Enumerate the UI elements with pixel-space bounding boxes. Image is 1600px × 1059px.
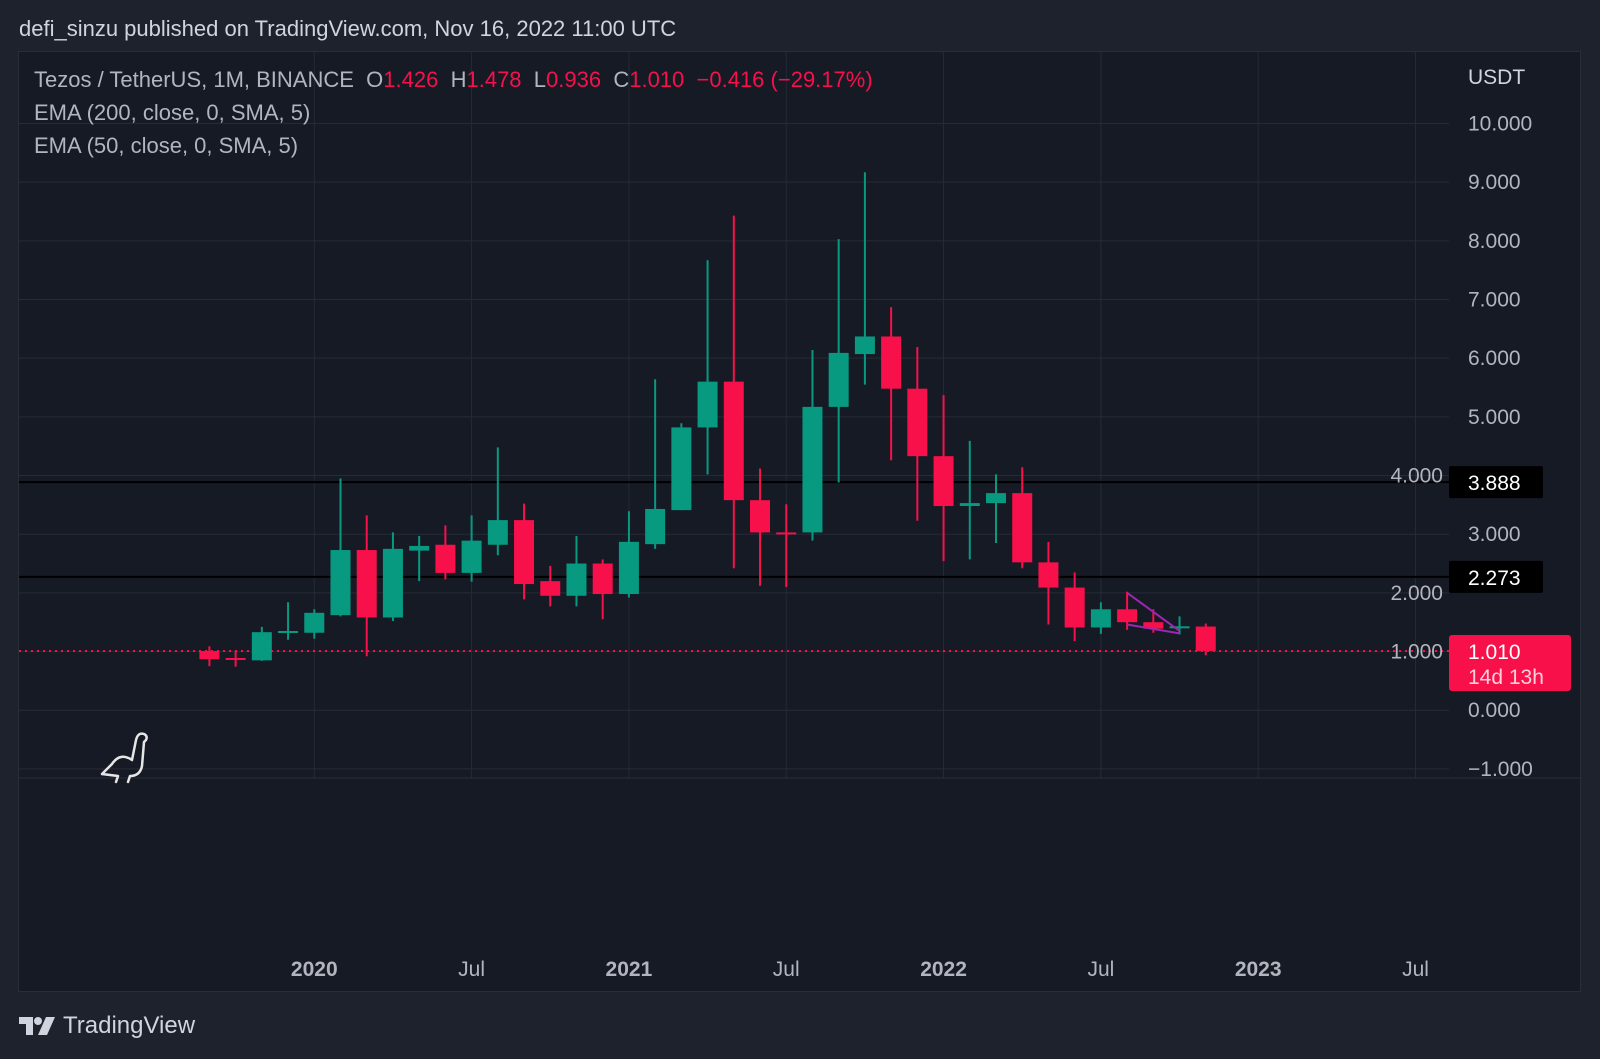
price-tick-label: 0.000 bbox=[1468, 699, 1521, 722]
high-value: 1.478 bbox=[466, 67, 522, 92]
symbol-legend[interactable]: Tezos / TetherUS, 1M, BINANCE O1.426 H1.… bbox=[34, 67, 873, 93]
candle-body bbox=[1169, 626, 1190, 629]
candle-body bbox=[435, 544, 456, 573]
candle-body bbox=[566, 563, 587, 596]
time-tick-label: 2020 bbox=[291, 958, 338, 981]
candle-body bbox=[199, 650, 220, 660]
last-price-label: 1.010 bbox=[1468, 641, 1521, 664]
dinosaur-icon bbox=[100, 732, 148, 784]
price-tick-label: 7.000 bbox=[1468, 289, 1521, 312]
candle-body bbox=[933, 456, 954, 507]
candle-body bbox=[278, 630, 299, 633]
ema-200-legend[interactable]: EMA (200, close, 0, SMA, 5) bbox=[34, 100, 311, 125]
candle-body bbox=[723, 381, 744, 501]
currency-label: USDT bbox=[1468, 66, 1525, 89]
candle-body bbox=[382, 548, 403, 618]
candle-body bbox=[1143, 622, 1164, 629]
candle-body bbox=[592, 563, 613, 595]
low-label: L bbox=[533, 67, 547, 92]
grid bbox=[19, 52, 1581, 779]
bar-countdown-label: 14d 13h bbox=[1468, 666, 1544, 689]
candle-body bbox=[409, 545, 430, 551]
candle-body bbox=[618, 541, 639, 595]
candle-body bbox=[1064, 587, 1085, 628]
trend-line bbox=[1126, 623, 1180, 635]
candle-body bbox=[645, 508, 666, 545]
tradingview-logo-icon bbox=[19, 1017, 55, 1035]
candle-body bbox=[881, 336, 902, 389]
candle-body bbox=[461, 540, 482, 573]
price-axis: USDT 10.000 9.000 8.000 7.000 6.000 5.000 4.000… bbox=[1390, 66, 1571, 781]
price-tick-label: −1.000 bbox=[1468, 758, 1533, 781]
candle-body bbox=[330, 550, 351, 616]
tradingview-brand: TradingView bbox=[63, 1012, 196, 1039]
chart-frame[interactable] bbox=[18, 51, 1581, 992]
price-tick-label: 9.000 bbox=[1468, 171, 1521, 194]
candle-body bbox=[225, 657, 246, 660]
candle-body bbox=[854, 336, 875, 355]
price-tick-label: 6.000 bbox=[1468, 347, 1521, 370]
ema-50-legend[interactable]: EMA (50, close, 0, SMA, 5) bbox=[34, 133, 299, 158]
wedge-drawing bbox=[1126, 592, 1181, 635]
candle-body bbox=[802, 406, 823, 533]
high-label: H bbox=[450, 67, 467, 92]
candle-body bbox=[671, 427, 692, 511]
candle-body bbox=[487, 520, 508, 545]
candle-body bbox=[304, 612, 325, 633]
price-tick-label: 4.000 bbox=[1390, 465, 1443, 488]
price-tick-label: 5.000 bbox=[1468, 406, 1521, 429]
candle-body bbox=[514, 520, 535, 585]
price-tick-label: 10.000 bbox=[1468, 113, 1532, 136]
price-line-badge bbox=[1449, 466, 1543, 499]
open-value: 1.426 bbox=[383, 67, 439, 92]
candle-body bbox=[1012, 493, 1033, 563]
candle-body bbox=[697, 381, 718, 428]
publish-info: defi_sinzu published on TradingView.com,… bbox=[19, 16, 677, 41]
candle-body bbox=[1038, 562, 1059, 588]
price-line-label: 3.888 bbox=[1468, 472, 1521, 495]
time-tick-label: Jul bbox=[1087, 958, 1114, 981]
close-value: 1.010 bbox=[629, 67, 685, 92]
candle-body bbox=[356, 550, 377, 618]
time-tick-label: 2022 bbox=[920, 958, 967, 981]
open-label: O bbox=[366, 67, 384, 92]
candle-body bbox=[776, 532, 797, 535]
price-tick-label: 2.000 bbox=[1390, 582, 1443, 605]
close-label: C bbox=[613, 67, 630, 92]
price-tick-label: 3.000 bbox=[1468, 523, 1521, 546]
time-tick-label: 2021 bbox=[606, 958, 653, 981]
candles bbox=[199, 172, 1216, 667]
candle-body bbox=[540, 581, 561, 596]
time-axis: 2020 Jul 2021 Jul 2022 Jul 2023 Jul bbox=[291, 958, 1429, 981]
price-tick-label: 8.000 bbox=[1468, 230, 1521, 253]
candle-body bbox=[1195, 626, 1216, 651]
change-value: −0.416 (−29.17%) bbox=[696, 67, 873, 92]
trend-line bbox=[1126, 592, 1181, 632]
candle-body bbox=[1090, 609, 1111, 628]
candle-body bbox=[828, 352, 849, 407]
candle-body bbox=[251, 632, 272, 661]
candle-body bbox=[959, 503, 980, 507]
price-line-badge bbox=[1449, 560, 1543, 593]
candle-body bbox=[986, 493, 1006, 504]
time-tick-label: Jul bbox=[773, 958, 800, 981]
price-line-label: 2.273 bbox=[1468, 567, 1521, 590]
time-tick-label: Jul bbox=[458, 958, 485, 981]
price-tick-label: 1.000 bbox=[1390, 641, 1443, 664]
candle-body bbox=[907, 388, 928, 457]
symbol-name: Tezos / TetherUS, 1M, BINANCE bbox=[34, 67, 354, 92]
candle-body bbox=[1117, 609, 1138, 623]
last-price-badge bbox=[1449, 634, 1571, 691]
time-tick-label: 2023 bbox=[1235, 958, 1282, 981]
low-value: 0.936 bbox=[546, 67, 602, 92]
tradingview-logo[interactable]: TradingView bbox=[19, 1012, 195, 1040]
candle-body bbox=[750, 500, 771, 533]
time-tick-label: Jul bbox=[1402, 958, 1429, 981]
